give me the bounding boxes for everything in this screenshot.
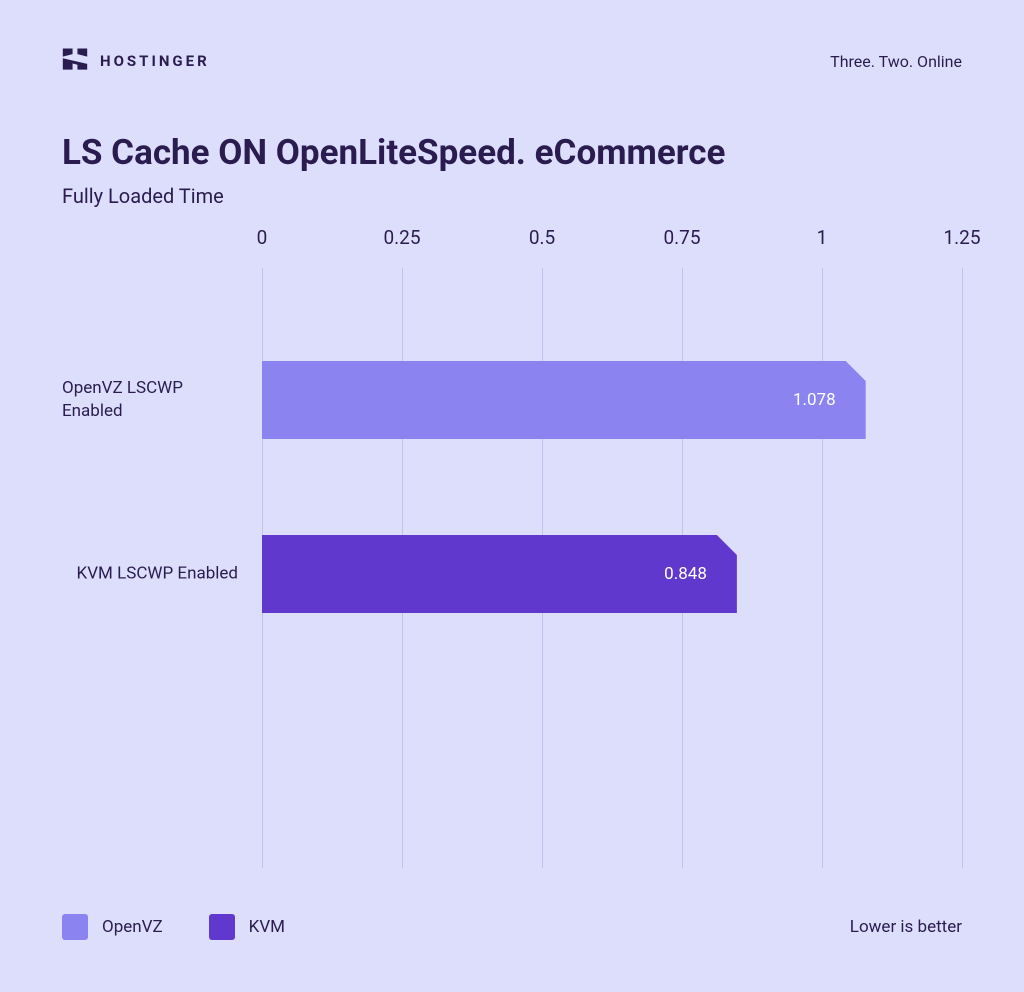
brand-name: HOSTINGER [100, 52, 210, 70]
gridline [962, 268, 963, 868]
legend: OpenVZ KVM [62, 914, 285, 940]
legend-item: OpenVZ [62, 914, 163, 940]
legend-label: OpenVZ [102, 917, 163, 937]
x-tick: 1 [817, 226, 828, 249]
footer-note: Lower is better [850, 917, 962, 937]
legend-label: KVM [249, 917, 285, 937]
x-tick: 0.5 [529, 226, 555, 249]
x-tick: 0 [257, 226, 268, 249]
bar: 1.078 [262, 361, 866, 439]
x-tick: 0.25 [383, 226, 420, 249]
chart: OpenVZ LSCWP EnabledKVM LSCWP Enabled 00… [62, 268, 962, 868]
bar: 0.848 [262, 535, 737, 613]
y-axis-labels: OpenVZ LSCWP Enabled KVM LSCWP Enabled [62, 268, 262, 868]
brand: HOSTINGER [62, 46, 210, 76]
page: HOSTINGER Three. Two. Online LS Cache ON… [0, 0, 1024, 992]
chart-title: LS Cache ON OpenLiteSpeed. eCommerce [62, 132, 962, 174]
y-axis-label: OpenVZ LSCWP Enabled [62, 377, 238, 423]
header: HOSTINGER Three. Two. Online [62, 46, 962, 76]
legend-swatch [209, 914, 235, 940]
x-axis-ticks: 00.250.50.7511.25 [262, 226, 962, 250]
plot-area: 00.250.50.7511.25 1.0780.848 [262, 268, 962, 868]
x-tick: 1.25 [943, 226, 980, 249]
legend-item: KVM [209, 914, 285, 940]
x-tick: 0.75 [663, 226, 700, 249]
bars: 1.078 0.848 [262, 268, 962, 868]
tagline: Three. Two. Online [830, 52, 962, 71]
brand-logo-icon [62, 46, 88, 76]
chart-subtitle: Fully Loaded Time [62, 184, 962, 208]
legend-swatch [62, 914, 88, 940]
y-axis-label: KVM LSCWP Enabled [77, 563, 238, 586]
legend-row: OpenVZ KVM Lower is better [62, 914, 962, 940]
